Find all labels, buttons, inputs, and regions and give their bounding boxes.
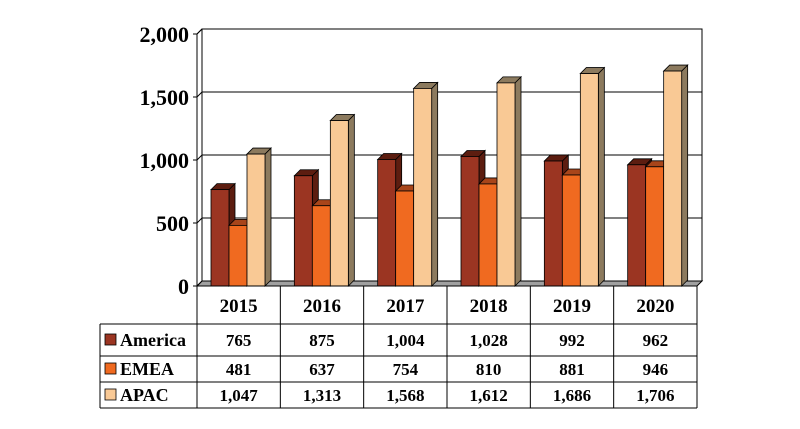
data-label: 875 (309, 331, 335, 350)
y-tick-label: 2,000 (140, 22, 190, 47)
bar-apac-2017 (412, 81, 439, 287)
bar (246, 153, 266, 287)
bar-side (597, 66, 605, 287)
y-tick-label: 1,500 (140, 85, 190, 110)
data-label: 962 (643, 331, 669, 350)
legend-label: APAC (120, 385, 169, 405)
bar (228, 224, 248, 287)
data-label: 481 (226, 360, 252, 379)
legend-swatch-apac (104, 388, 117, 401)
bar (460, 156, 480, 287)
gridline-side (196, 91, 203, 98)
legend-swatch-emea (104, 362, 117, 375)
bar-side (431, 81, 439, 287)
y-tick-label: 0 (178, 274, 189, 299)
x-tick-label: 2019 (553, 296, 591, 317)
data-label: 1,313 (303, 386, 341, 405)
data-label: 1,047 (220, 386, 259, 405)
bar (645, 166, 665, 287)
data-label: 637 (309, 360, 335, 379)
gridline-side (196, 28, 203, 35)
bar (413, 88, 433, 287)
bar-apac-2015 (246, 147, 272, 287)
bar (329, 120, 349, 287)
data-label: 881 (559, 360, 585, 379)
data-label: 1,004 (386, 331, 425, 350)
bar (377, 159, 397, 287)
bar-side (514, 75, 522, 287)
x-tick-label: 2017 (386, 296, 425, 317)
bar (311, 205, 331, 287)
bar (663, 70, 683, 287)
legend-label: EMEA (120, 359, 174, 379)
y-tick-label: 1,000 (140, 148, 190, 173)
data-label: 1,028 (470, 331, 508, 350)
x-tick-label: 2020 (636, 296, 674, 317)
x-tick-label: 2015 (220, 296, 258, 317)
bar (579, 73, 599, 287)
floor (195, 280, 704, 287)
legend-swatch-america (104, 333, 117, 346)
bar-side (264, 147, 272, 287)
data-label: 1,686 (553, 386, 591, 405)
bar (627, 164, 647, 287)
gridline-side (196, 217, 203, 224)
bar-side (347, 113, 355, 287)
data-label: 1,612 (470, 386, 508, 405)
bar-apac-2016 (329, 113, 356, 287)
x-tick-label: 2018 (470, 296, 508, 317)
bar-apac-2020 (662, 64, 689, 287)
bar (395, 190, 415, 287)
data-label: 1,706 (636, 386, 674, 405)
bar (543, 160, 563, 287)
bar-side (681, 64, 689, 287)
data-label: 810 (476, 360, 502, 379)
data-label: 992 (559, 331, 585, 350)
bar-apac-2019 (579, 66, 606, 287)
y-tick-label: 500 (156, 211, 189, 236)
bar (478, 183, 498, 287)
data-label: 1,568 (386, 386, 424, 405)
data-label: 946 (643, 360, 669, 379)
gridline-side (196, 280, 203, 287)
gridline-side (196, 154, 203, 161)
bar (210, 189, 230, 287)
legend-label: America (120, 330, 186, 350)
data-label: 765 (226, 331, 252, 350)
bar (496, 82, 516, 287)
bar-apac-2018 (496, 75, 522, 287)
x-tick-label: 2016 (303, 296, 341, 317)
bar (561, 174, 581, 287)
data-label: 754 (393, 360, 419, 379)
bar (293, 175, 313, 287)
